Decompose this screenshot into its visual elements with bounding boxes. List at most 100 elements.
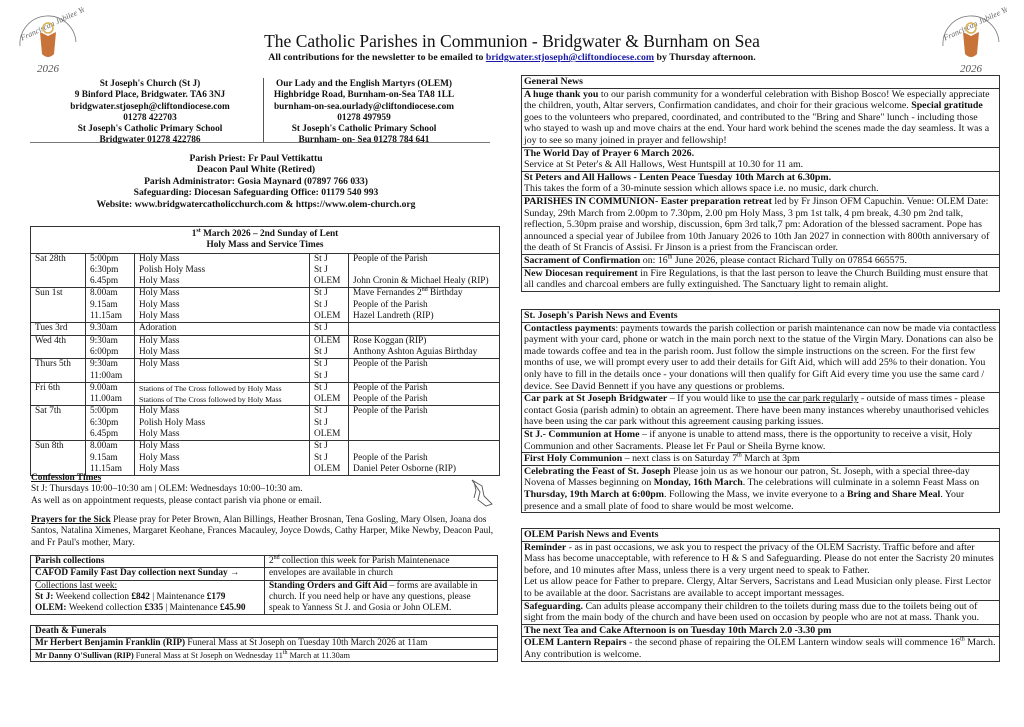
text-line: burnham-on-sea.ourlady@cliftondiocese.co…	[273, 101, 455, 112]
praying-hands-icon	[471, 479, 493, 507]
mass-times-table: 1st March 2026 – 2nd Sunday of Lent Holy…	[30, 226, 500, 477]
mass-entry: St J	[314, 417, 328, 428]
subtitle-text: All contributions for the newsletter to …	[268, 52, 486, 63]
church-cell: St J St J OLEM	[309, 405, 349, 442]
olem-maintenance-amount: £45.90	[219, 603, 246, 614]
news-highlight: The next Tea and Cake Afternoon is on Tu…	[524, 624, 832, 636]
mass-entry: John Cronin & Michael Healy (RIP)	[353, 276, 489, 287]
text-line: Burnham- on- Sea 01278 784 641	[298, 135, 430, 146]
collections-last-week: Collections last week: St J: Weekend col…	[30, 579, 265, 616]
funeral-text: Funeral Mass at St Joseph on Wednesday 1…	[133, 651, 283, 660]
olem-news-box: OLEM Parish News and Events Reminder - as…	[521, 528, 1000, 662]
mass-entry	[353, 429, 495, 440]
service-cell: Adoration	[134, 322, 310, 336]
news-text: Service at St Peter's & All Hallows, Wes…	[524, 159, 804, 171]
news-item: New Diocesan requirement in Fire Regulat…	[522, 266, 999, 291]
text-line: Parish Priest: Fr Paul Vettikattu	[189, 153, 323, 164]
intention-cell: Mave Fernandes 2nd Birthday People of the…	[348, 287, 500, 324]
funeral-text: Funeral Mass at St Joseph on Tuesday 10t…	[185, 638, 428, 648]
mass-entry: 6:30pm	[90, 417, 119, 428]
news-text: Can adults please accompany their childr…	[524, 600, 980, 624]
news-item: Celebrating the Feast of St. Joseph Plea…	[522, 464, 999, 512]
day-cell: Fri 6th	[30, 381, 86, 407]
funeral-text: March at 11.30am	[287, 651, 350, 660]
mass-entry: OLEM	[314, 335, 341, 346]
church-cell: OLEM St J	[309, 334, 349, 360]
news-highlight: St J.- Communion at Home	[524, 428, 640, 440]
time-cell: 9:30am 11:00am	[85, 358, 135, 383]
news-highlight: The World Day of Prayer 6 March 2026.	[524, 147, 695, 159]
day-cell: Thurs 5th	[30, 358, 86, 383]
text-line: 01278 422703	[123, 112, 177, 123]
time-cell: 5:00pm 6:30pm 6.45pm	[85, 252, 135, 289]
news-highlight: New Diocesan requirement	[524, 267, 638, 279]
text-line: St Joseph's Catholic Primary School	[291, 124, 437, 135]
news-highlight: Special gratitude	[911, 100, 983, 112]
news-highlight: First Holy Communion	[524, 453, 623, 465]
intention-cell: People of the Parish	[348, 358, 500, 383]
intention-cell	[348, 322, 500, 336]
news-item: St Peters and All Hallows - Lenten Peace…	[522, 170, 999, 195]
standing-orders: Standing Orders and Gift Aid – forms are…	[264, 579, 498, 616]
mass-day-row: Wed 4th 9:30am 6:00pm Holy Mass Holy Mass OLE…	[30, 334, 500, 360]
funeral-name: Mr Danny O'Sullivan (RIP)	[35, 651, 134, 660]
newsletter-title: The Catholic Parishes in Communion - Bri…	[264, 31, 760, 51]
mass-entry: St J	[314, 406, 328, 417]
intention-cell: People of the Parish	[348, 405, 500, 442]
mass-entry: Holy Mass	[139, 299, 180, 310]
news-text: . Your presence and a small plate of foo…	[524, 488, 965, 512]
divider	[263, 78, 264, 142]
news-text: - outside of mass times - please contact…	[524, 393, 989, 428]
text-line: Our Lady and the English Martyrs (OLEM)	[276, 79, 452, 89]
sup: th	[737, 452, 742, 459]
service-cell: Holy Mass Holy Mass Holy Mass	[134, 440, 310, 477]
news-highlight: Car park at St Joseph Bridgwater	[524, 393, 668, 405]
cafod-collection: CAFOD Family Fast Day collection next Su…	[30, 567, 265, 581]
mass-entry: 11.00am	[90, 394, 122, 405]
last-week-label: Collections last week:	[35, 580, 118, 591]
mass-entry: 11.15am	[90, 463, 122, 474]
mass-entry	[139, 371, 305, 382]
mass-entry: Holy Mass	[139, 441, 180, 452]
intention-cell: People of the Parish John Cronin & Micha…	[348, 252, 500, 289]
mass-entry: St J	[314, 359, 328, 370]
news-item: Sacrament of Confirmation on: 16th June …	[522, 253, 999, 267]
news-text: June 2026, please contact Richard Tully …	[672, 254, 907, 266]
mass-day-row: Sun 8th 8.00am 9.15am 11.15am Holy Mass Holy …	[30, 440, 500, 477]
newsletter-email-link[interactable]: bridgwater.stjoseph@cliftondiocese.com	[485, 52, 655, 63]
text: Birthday	[427, 288, 463, 299]
mass-entry: Holy Mass	[139, 288, 180, 299]
mass-entry: People of the Parish	[353, 359, 428, 370]
stj-prefix: St J:	[35, 591, 56, 602]
collections-title: Parish collections	[30, 554, 265, 569]
mass-day-row: Sun 1st 8.00am 9.15am 11.15am Holy Mass Holy …	[30, 287, 500, 324]
standing-text: – forms are available in church. If you …	[269, 580, 478, 614]
day-cell: Sun 1st	[30, 287, 86, 324]
prayers-title: Prayers for the Sick	[31, 515, 111, 525]
news-text: - as in past occasions, we ask you to re…	[524, 541, 994, 576]
news-section-title: OLEM Parish News and Events	[524, 529, 659, 540]
mass-entry: 9.00am	[90, 382, 118, 393]
news-text: : payments towards the parish collection…	[524, 322, 996, 392]
prayers-text: Please pray for Peter Brown, Alan Billin…	[31, 515, 494, 548]
mass-entry: Polish Holy Mass	[139, 264, 206, 275]
general-news-box: General News A huge thank you to our pari…	[521, 75, 1000, 292]
news-text: This takes the form of a 30-minute sessi…	[524, 183, 879, 195]
news-item: Contactless payments: payments towards t…	[522, 321, 999, 393]
mass-entry: OLEM	[314, 311, 341, 322]
intention-cell: Rose Koggan (RIP) Anthony Ashton Aguias B…	[348, 334, 500, 360]
day-cell: Sat 7th	[30, 405, 86, 442]
service-cell: Holy Mass Polish Holy Mass Holy Mass	[134, 405, 310, 442]
news-text: on: 16	[640, 254, 668, 266]
sup: nd	[421, 287, 428, 294]
church-cell: St J St J OLEM	[309, 252, 349, 289]
news-highlight: St Peters and All Hallows - Lenten Peace…	[524, 171, 832, 183]
mass-entry: 8.00am	[90, 441, 118, 452]
mass-entry: Holy Mass	[139, 253, 180, 264]
news-text: – next class is on Saturday 7	[622, 453, 738, 465]
service-cell: Holy Mass Holy Mass Holy Mass	[134, 287, 310, 324]
day-cell: Sat 28th	[30, 252, 86, 289]
news-highlight: Contactless payments	[524, 322, 616, 334]
text-line: 01278 497959	[337, 112, 391, 123]
mass-entry: OLEM	[314, 429, 341, 440]
